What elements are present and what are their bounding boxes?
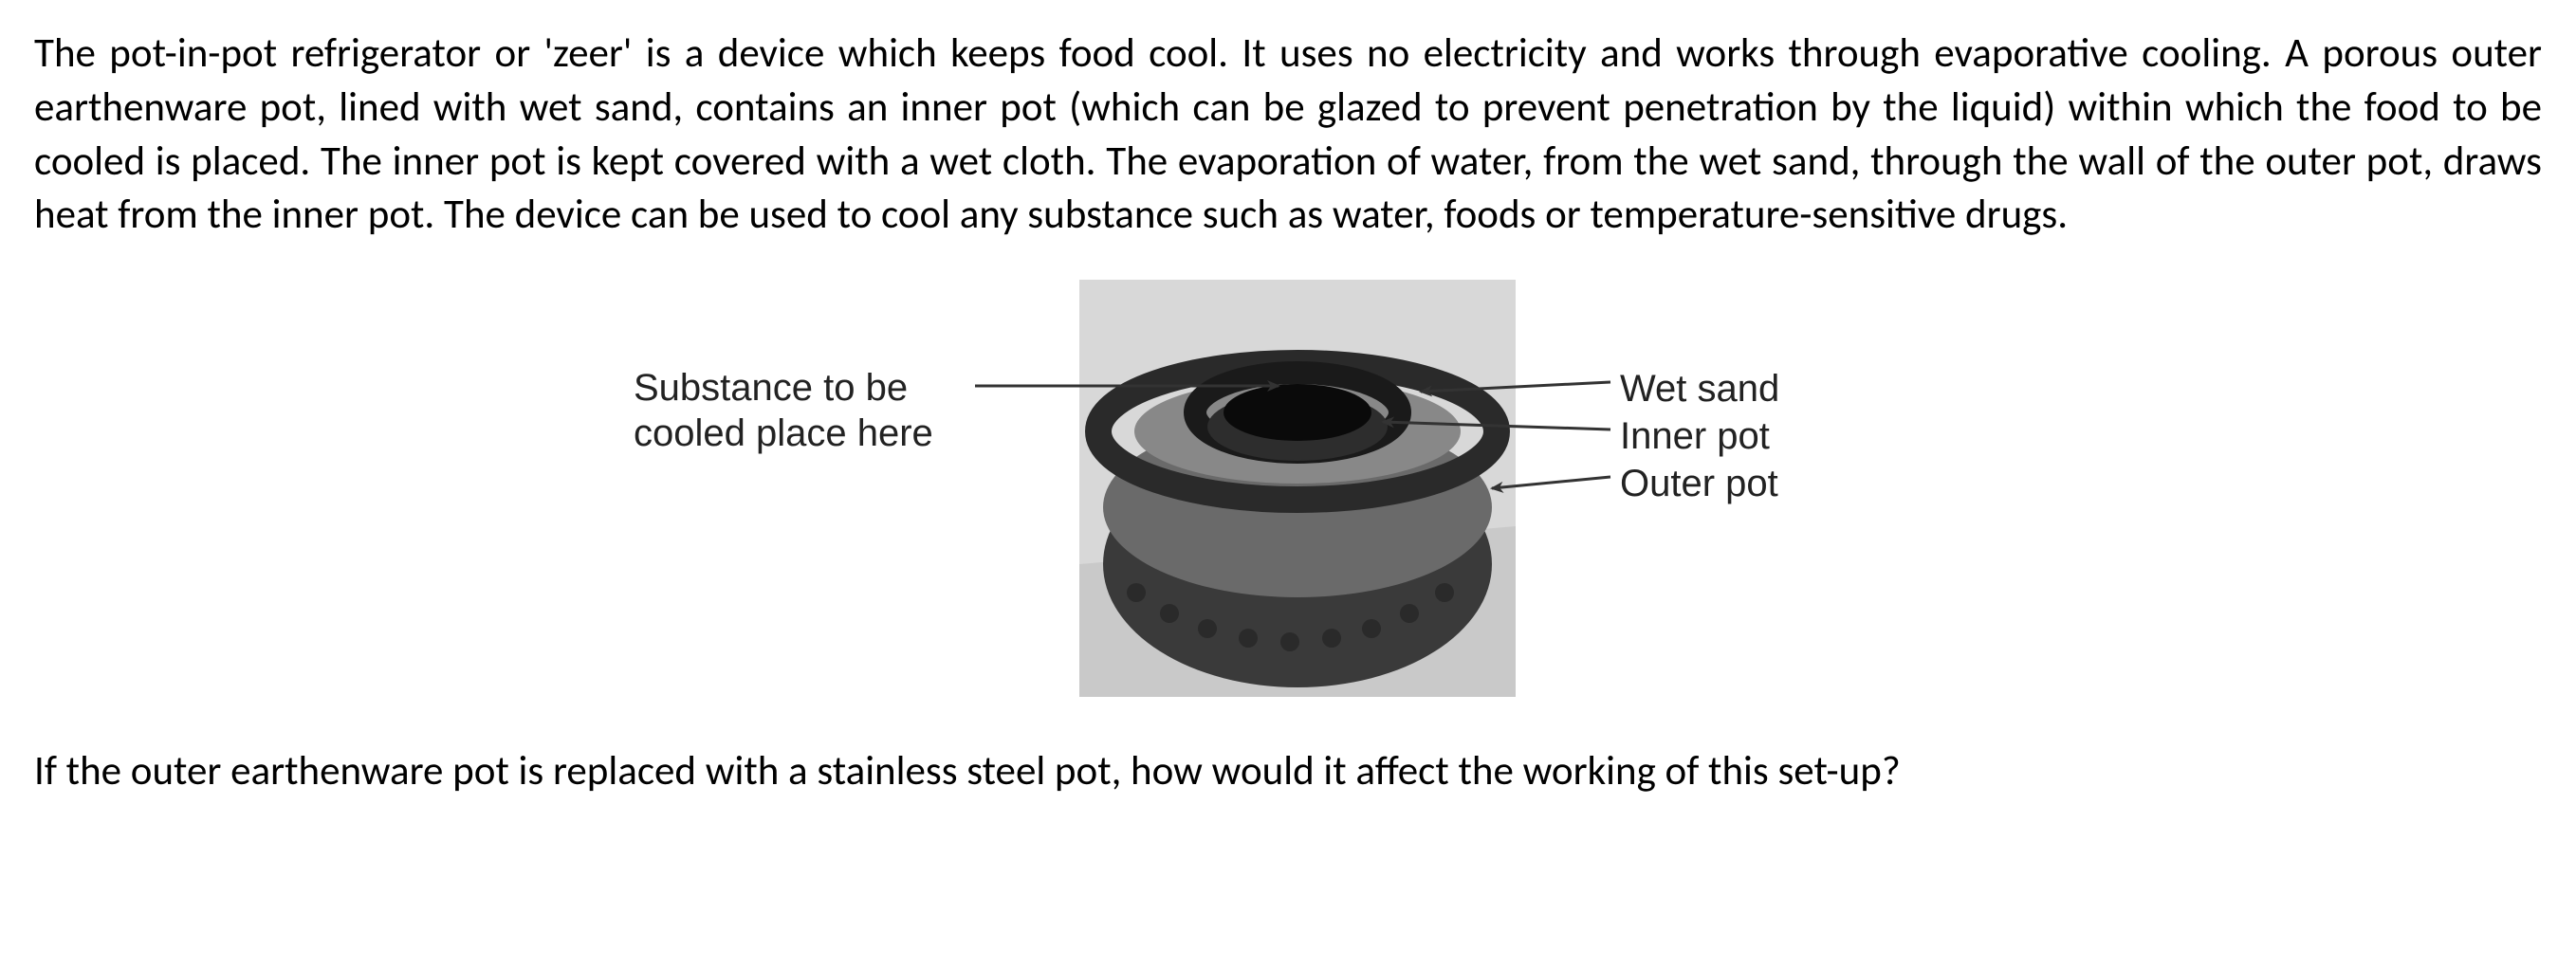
- label-left-line2: cooled place here: [634, 411, 966, 456]
- label-right-group: Wet sand Inner pot Outer pot: [1620, 365, 1779, 507]
- zeer-photo: [1079, 280, 1516, 697]
- label-wet-sand: Wet sand: [1620, 365, 1779, 412]
- figure-container: Substance to be cooled place here: [34, 280, 2542, 716]
- zeer-figure: Substance to be cooled place here: [634, 280, 1942, 716]
- label-inner-pot: Inner pot: [1620, 412, 1779, 460]
- question-text: If the outer earthenware pot is replaced…: [34, 744, 2542, 798]
- intro-paragraph: The pot-in-pot refrigerator or 'zeer' is…: [34, 27, 2542, 242]
- label-outer-pot: Outer pot: [1620, 460, 1779, 507]
- label-left-line1: Substance to be: [634, 365, 966, 411]
- label-left: Substance to be cooled place here: [634, 365, 966, 456]
